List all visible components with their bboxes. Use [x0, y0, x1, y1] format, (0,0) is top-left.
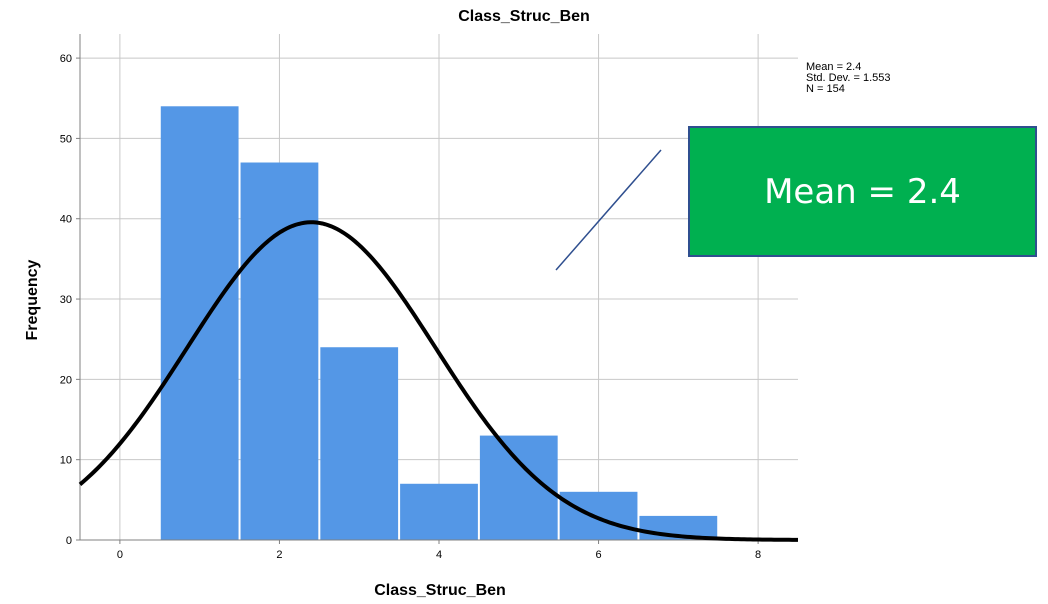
y-tick-label: 0: [66, 535, 72, 547]
y-tick-label: 10: [60, 455, 72, 467]
x-tick-label: 0: [117, 549, 123, 561]
x-tick-label: 4: [436, 549, 442, 561]
x-tick-label: 8: [755, 549, 761, 561]
x-axis-label: Class_Struc_Ben: [374, 582, 506, 599]
histogram-bar: [559, 491, 638, 540]
stats-mean: Mean = 2.4: [806, 61, 862, 73]
callout-pointer-line: [555, 149, 662, 271]
normal-curve: [78, 220, 799, 542]
y-tick-label: 40: [60, 214, 72, 226]
mean-callout-text: Mean = 2.4: [764, 171, 961, 212]
y-tick-label: 30: [60, 294, 72, 306]
histogram-bar: [400, 483, 478, 540]
y-tick-label: 50: [60, 133, 72, 145]
chart-title: Class_Struc_Ben: [458, 8, 590, 25]
y-tick-label: 60: [60, 53, 72, 65]
stats-n: N = 154: [806, 83, 845, 95]
x-tick-label: 2: [276, 549, 282, 561]
x-tick-label: 6: [595, 549, 601, 561]
histogram-bar: [240, 162, 319, 540]
histogram-bar: [320, 347, 399, 540]
stats-std-dev: Std. Dev. = 1.553: [806, 72, 891, 84]
mean-callout-box: Mean = 2.4: [688, 126, 1037, 257]
y-axis-label: Frequency: [24, 259, 41, 341]
y-tick-label: 20: [60, 374, 72, 386]
histogram-bar: [160, 106, 239, 541]
stats-legend: Mean = 2.4 Std. Dev. = 1.553 N = 154: [806, 62, 891, 95]
